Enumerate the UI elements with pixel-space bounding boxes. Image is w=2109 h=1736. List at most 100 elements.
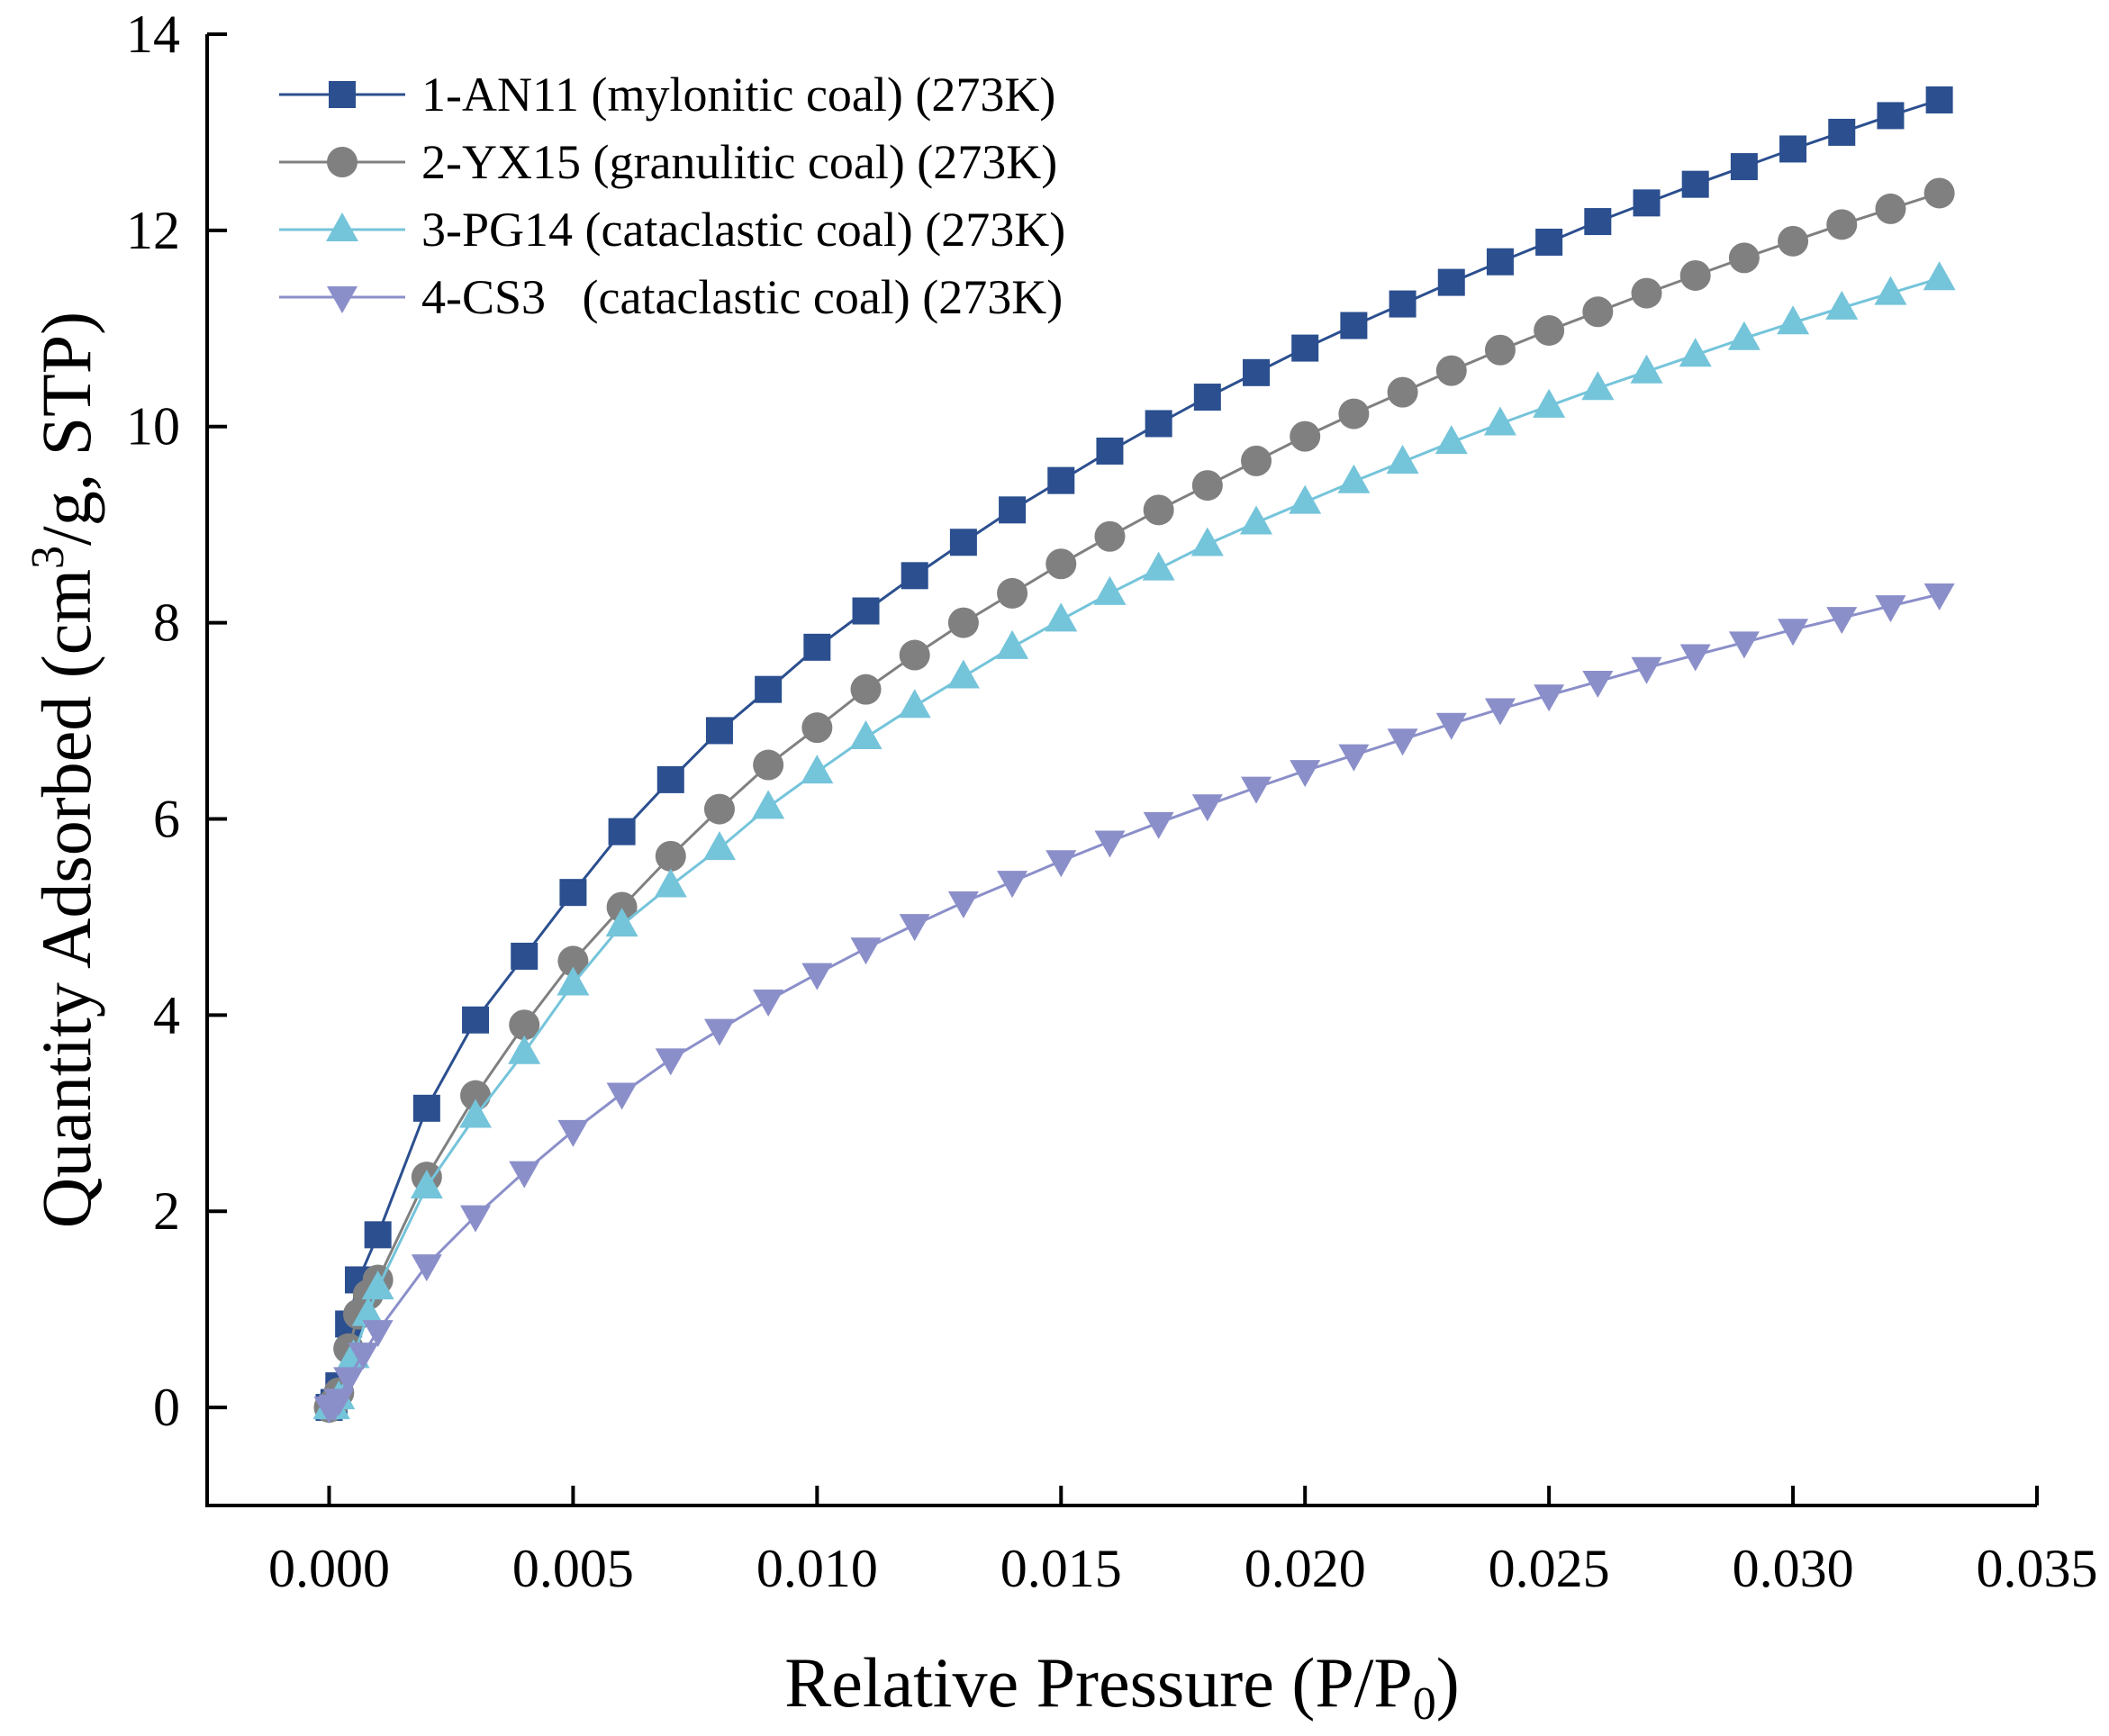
series-2-point	[703, 793, 735, 825]
series-1-point	[803, 633, 831, 661]
series-3-point	[1190, 527, 1224, 556]
series-2-point	[1826, 209, 1858, 240]
series-4-point	[1875, 595, 1906, 623]
series-2-point	[899, 639, 930, 671]
x-axis-title-subscript: 0	[1413, 1678, 1436, 1730]
series-1-point	[901, 562, 928, 590]
series-2-point	[1728, 242, 1760, 274]
series-4-point	[460, 1205, 492, 1233]
series-4-point	[1435, 712, 1467, 740]
series-3-point	[1533, 388, 1566, 418]
series-1-point	[1340, 312, 1368, 339]
series-3-point	[1142, 551, 1175, 581]
series-1-point	[949, 529, 977, 556]
y-ticks: 0 2 4 6 8 10 12 14	[126, 5, 227, 1437]
series-1-point	[1389, 290, 1417, 318]
y-tick-label: 14	[126, 5, 180, 64]
y-tick-label: 2	[153, 1181, 180, 1241]
series-3-point	[801, 755, 834, 784]
series-3-point	[557, 966, 590, 996]
y-tick-label: 8	[153, 593, 180, 653]
series-4-point	[997, 871, 1028, 899]
series-3-point	[1727, 321, 1761, 350]
series-3-point	[605, 908, 638, 937]
series-1-point	[705, 717, 733, 745]
series-3-point	[1581, 371, 1615, 401]
x-ticks: 0.000 0.005 0.010 0.015 0.020 0.025 0.030 0.035	[268, 1486, 2098, 1598]
series-1-point	[1437, 268, 1465, 296]
series-4-point	[655, 1048, 686, 1076]
series-1-point	[1828, 118, 1856, 146]
series-2-point	[997, 577, 1028, 609]
series-3-point	[508, 1035, 541, 1064]
series-3-point	[1483, 406, 1516, 436]
series-3-point	[654, 868, 687, 898]
series-2-point	[947, 607, 979, 638]
series-2-point	[606, 891, 638, 923]
legend-label: 3-PG14 (cataclastic coal) (273K)	[421, 203, 1065, 257]
series-1-point	[559, 879, 587, 907]
series-3-point	[361, 1270, 394, 1300]
series-4-point	[1534, 684, 1565, 712]
series-3-point	[1093, 575, 1127, 605]
series-4-point	[1094, 830, 1126, 858]
legend-marker	[327, 286, 358, 313]
series-2-point	[1435, 355, 1467, 386]
series-3-line	[329, 276, 1941, 1409]
series-1-point	[364, 1221, 392, 1249]
legend-entry-3: 3-PG14 (cataclastic coal) (273K)	[279, 203, 1065, 257]
series-1-point	[1291, 334, 1319, 362]
series-2-point	[1631, 277, 1662, 309]
series-1-point	[999, 496, 1027, 524]
series-3-point	[351, 1297, 385, 1326]
series-1-point	[1193, 384, 1221, 411]
series-4-point	[606, 1082, 638, 1110]
series-3-point	[1435, 425, 1468, 455]
x-axis-title: Relative Pressure (P/P0)	[784, 1643, 1460, 1730]
series-3-point	[752, 790, 785, 819]
series-2-point	[1778, 225, 1809, 257]
series-4-point	[1778, 619, 1809, 646]
series-4-point	[1484, 698, 1516, 726]
series-1-point	[1145, 410, 1172, 438]
series-4-point	[411, 1254, 442, 1282]
series-1-point	[1486, 248, 1514, 276]
series-2-point	[850, 674, 882, 705]
series-1-point	[1047, 466, 1075, 494]
legend-entry-1: 1-AN11 (mylonitic coal) (273K)	[279, 68, 1055, 122]
series-4-point	[1728, 631, 1760, 659]
series-3-point	[1777, 305, 1810, 335]
series-4-point	[333, 1367, 365, 1395]
series-1-point	[1730, 153, 1758, 181]
series-4-point	[1387, 728, 1418, 756]
series-1-point	[511, 942, 539, 970]
series-4-point	[1191, 794, 1223, 822]
x-tick-label: 0.035	[1977, 1539, 2098, 1598]
series-4-point	[1143, 811, 1174, 839]
series-4-point	[1290, 760, 1321, 788]
series-3-point	[1289, 484, 1322, 514]
series-1-point	[608, 818, 636, 845]
series-1-point	[1584, 208, 1612, 236]
series-4-point	[509, 1161, 540, 1189]
series-layer	[312, 86, 1956, 1424]
series-3-point	[410, 1169, 443, 1198]
series-3-point	[1386, 444, 1419, 474]
series-4-point	[801, 963, 833, 990]
x-tick-label: 0.030	[1733, 1539, 1854, 1598]
series-4-point	[557, 1119, 589, 1147]
series-2-point	[460, 1080, 492, 1111]
y-tick-label: 4	[153, 985, 180, 1044]
series-3-point	[702, 831, 736, 861]
series-1-point	[412, 1094, 440, 1122]
series-2-point	[1191, 470, 1223, 502]
series-1-point	[1681, 170, 1709, 198]
legend-marker	[326, 212, 358, 241]
series-1-point	[1633, 189, 1661, 217]
series-3-point	[898, 689, 931, 719]
x-tick-label: 0.025	[1489, 1539, 1610, 1598]
series-1-point	[656, 765, 684, 793]
y-axis-title-superscript: 3	[23, 546, 74, 569]
series-1-point	[1535, 228, 1563, 256]
series-2-point	[1143, 494, 1174, 526]
